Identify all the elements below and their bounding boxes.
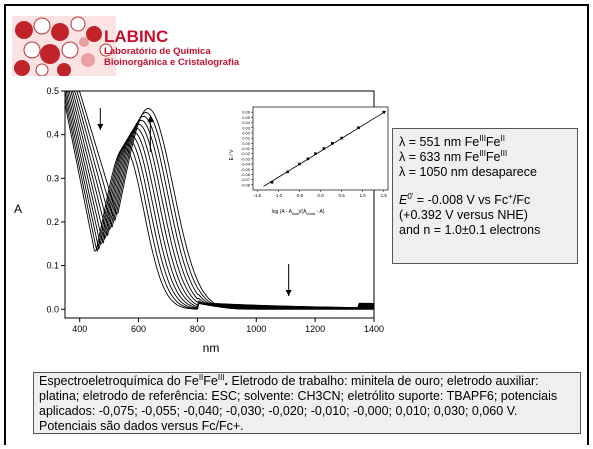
x-tick-label: 800 — [190, 324, 205, 334]
x-tick-label: 1400 — [364, 324, 384, 334]
x-tick-label: 1000 — [246, 324, 266, 334]
inset-y-label: E / V — [229, 149, 235, 161]
data-point — [298, 162, 301, 166]
inset-y-tick-label: 0.03 — [242, 125, 251, 130]
inset-y-tick-label: -0.01 — [241, 146, 251, 151]
brand-name: LABINC — [104, 27, 169, 46]
inset-y-tick-label: 0.06 — [242, 110, 251, 115]
inset-y-tick-label: -0.05 — [241, 167, 251, 172]
arrows — [97, 108, 292, 296]
y-axis-label: A — [14, 202, 22, 216]
inset-y-tick-label: 0.05 — [242, 115, 251, 120]
inset-x-tick-label: 0.5 — [338, 193, 345, 198]
inset-y-tick-label: 0.01 — [242, 136, 251, 141]
arrow-down-icon — [97, 124, 104, 130]
brand-line-2: Bioinorgânica e Cristalografia — [104, 57, 240, 68]
data-point — [306, 157, 310, 161]
y-tick-label: 0.4 — [46, 130, 59, 140]
inset-y-tick-label: 0.04 — [242, 120, 251, 125]
inset-y-tick-label: -0.02 — [241, 151, 251, 156]
lambda-551-line: λ = 551 nm FeIIIFeII — [399, 133, 505, 149]
inset-x-tick-label: -1.0 — [274, 193, 282, 198]
lambda-1050-line: λ = 1050 nm desaparece — [399, 165, 537, 179]
plot-frame — [64, 90, 375, 319]
slide-frame — [4, 4, 589, 445]
inset-y-tick-label: -0.03 — [241, 156, 251, 161]
y-tick-label: 0.1 — [46, 261, 59, 271]
data-point — [340, 136, 343, 140]
data-point — [286, 170, 289, 174]
data-point — [314, 152, 317, 155]
x-tick-label: 400 — [72, 324, 87, 334]
y-tick-label: 0.0 — [46, 304, 59, 314]
brand-block: LABINC Laboratório de Química Bioinorgân… — [104, 27, 240, 69]
spectra-series — [64, 90, 375, 310]
inset-y-tick-label: 0.00 — [242, 141, 251, 146]
main-axes: 400 600 800 1000 1200 1400 0.0 0.1 0.2 0.3 0.4 0.5 — [46, 86, 384, 334]
molecule-logo-icon — [12, 16, 116, 76]
potential-line: E0' = -0.008 V vs Fc+/Fc — [399, 191, 531, 207]
inset-x-tick-label: 1.0 — [360, 193, 367, 198]
arrow-up-icon — [147, 116, 154, 122]
inset-x-tick-label: -1.5 — [253, 193, 261, 198]
inset-frame — [252, 106, 389, 191]
inset-axes: -1.5 -1.0 -0.5 0.0 0.5 1.0 1.5 0.060.050.040.03… — [241, 106, 389, 198]
data-point — [357, 126, 360, 130]
data-point — [331, 142, 334, 145]
y-tick-label: 0.5 — [46, 86, 59, 96]
info-box: λ = 551 nm FeIIIFeII λ = 633 nm FeIIIFeI… — [392, 128, 578, 264]
inset-x-tick-label: 0.0 — [317, 193, 324, 198]
y-tick-label: 0.2 — [46, 217, 59, 227]
x-tick-label: 600 — [131, 324, 146, 334]
inset-y-tick-label: -0.04 — [241, 162, 251, 167]
inset-x-tick-label: 1.5 — [381, 193, 388, 198]
nhe-line: (+0.392 V versus NHE) — [399, 208, 528, 222]
arrow-down-icon — [285, 290, 292, 296]
inset-points — [263, 110, 387, 187]
y-tick-label: 0.3 — [46, 173, 59, 183]
inset-y-tick-label: -0.08 — [241, 182, 251, 187]
data-point — [322, 147, 326, 150]
data-point — [270, 180, 274, 184]
inset-y-tick-label: -0.07 — [241, 177, 251, 182]
inset-y-tick-label: 0.02 — [242, 130, 251, 135]
x-axis-label: nm — [203, 341, 220, 355]
inset-x-tick-label: -0.5 — [296, 193, 304, 198]
electrons-line: and n = 1.0±0.1 electrons — [399, 223, 541, 237]
inset-y-tick-label: -0.06 — [241, 172, 251, 177]
caption-box: Espectroeletroquímica do FeIIFeIII. Elet… — [33, 372, 581, 434]
lambda-633-line: λ = 633 nm FeIIIFeIII — [399, 148, 508, 164]
x-tick-label: 1200 — [305, 324, 325, 334]
data-point — [382, 110, 386, 114]
inset-x-label: log (A - Afinal)/(Ainicial - A) — [272, 209, 325, 216]
brand-line-1: Laboratório de Química — [104, 46, 211, 57]
spectrum-line — [65, 90, 374, 310]
